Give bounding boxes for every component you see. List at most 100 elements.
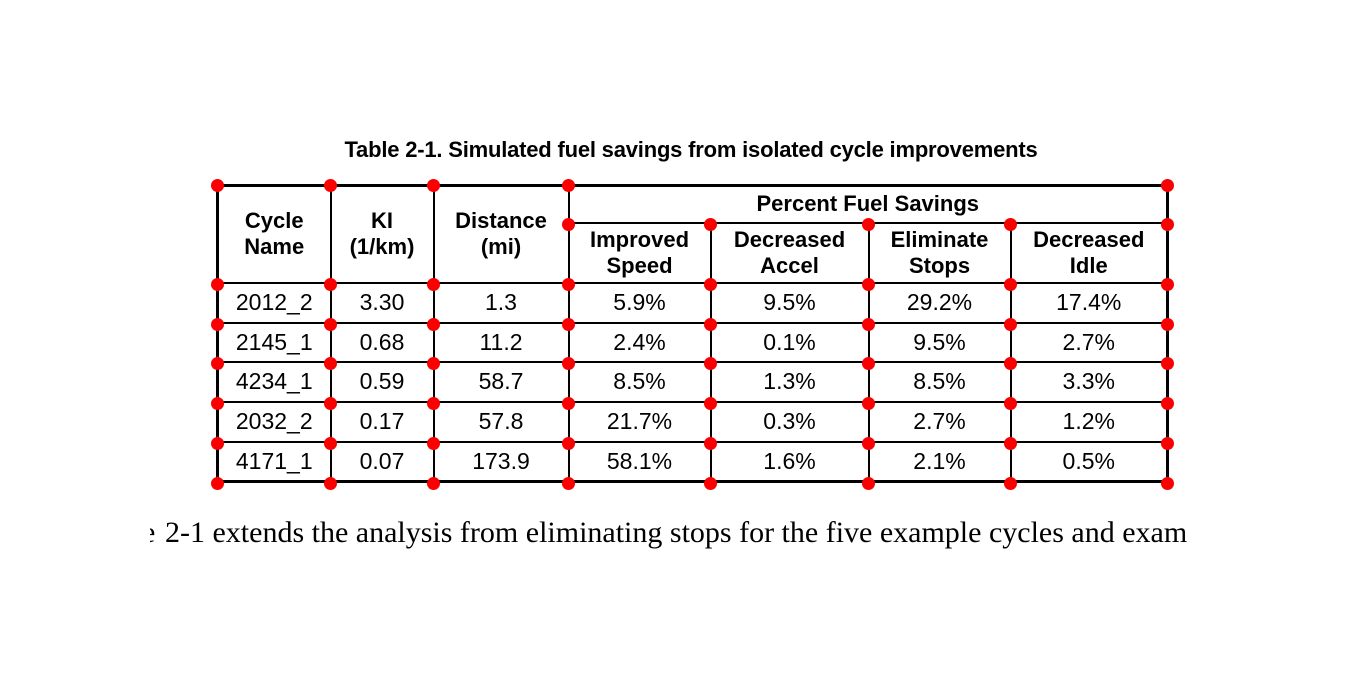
cell-decreased-idle: 17.4% <box>1009 281 1169 324</box>
grid-dot <box>210 476 224 490</box>
grid-dot <box>426 277 440 291</box>
grid-dot <box>1160 217 1174 231</box>
cell-cycle-name: 4171_1 <box>216 440 332 483</box>
header-ki: KI (1/km) <box>329 184 435 284</box>
grid-dot <box>426 317 440 331</box>
table-row: 4234_1 0.59 58.7 8.5% 1.3% 8.5% 3.3% <box>216 360 1169 403</box>
grid-dot <box>210 356 224 370</box>
cell-eliminate-stops: 9.5% <box>867 321 1012 363</box>
cell-distance: 173.9 <box>432 440 570 483</box>
grid-dot <box>1160 277 1174 291</box>
grid-dot <box>561 476 575 490</box>
grid-dot <box>561 317 575 331</box>
cell-eliminate-stops: 29.2% <box>867 281 1012 324</box>
grid-dot <box>561 356 575 370</box>
grid-dot <box>703 356 717 370</box>
grid-dot <box>1003 356 1017 370</box>
grid-dot <box>561 178 575 192</box>
cell-ki: 0.17 <box>329 400 435 443</box>
grid-dot <box>1003 396 1017 410</box>
cell-distance: 57.8 <box>432 400 570 443</box>
grid-dot <box>323 277 337 291</box>
table-row: 2145_1 0.68 11.2 2.4% 0.1% 9.5% 2.7% <box>216 321 1169 363</box>
grid-dot <box>1160 436 1174 450</box>
grid-dot <box>703 217 717 231</box>
cell-ki: 0.68 <box>329 321 435 363</box>
grid-dot <box>1160 396 1174 410</box>
cell-ki: 0.59 <box>329 360 435 403</box>
grid-dot <box>323 178 337 192</box>
grid-dot <box>703 277 717 291</box>
header-distance: Distance (mi) <box>432 184 570 284</box>
grid-dot <box>703 436 717 450</box>
grid-dot <box>426 178 440 192</box>
grid-dot <box>703 396 717 410</box>
grid-dot <box>561 396 575 410</box>
grid-dot <box>1160 356 1174 370</box>
grid-dot <box>1160 476 1174 490</box>
grid-dot <box>323 436 337 450</box>
cell-decreased-accel: 0.3% <box>709 400 870 443</box>
cell-cycle-name: 2032_2 <box>216 400 332 443</box>
cell-distance: 58.7 <box>432 360 570 403</box>
grid-dot <box>1003 476 1017 490</box>
header-decreased-idle: Decreased Idle <box>1009 221 1169 284</box>
grid-dot <box>210 178 224 192</box>
grid-dot <box>861 476 875 490</box>
grid-dot <box>426 476 440 490</box>
cell-decreased-idle: 2.7% <box>1009 321 1169 363</box>
cell-eliminate-stops: 2.1% <box>867 440 1012 483</box>
header-row-sub: Improved Speed Decreased Accel Eliminate… <box>218 221 1169 284</box>
header-percent-fuel-savings: Percent Fuel Savings <box>567 184 1169 224</box>
grid-dot <box>426 436 440 450</box>
grid-dot <box>210 396 224 410</box>
cell-decreased-accel: 1.6% <box>709 440 870 483</box>
grid-dot <box>861 356 875 370</box>
grid-dot <box>1003 436 1017 450</box>
grid-dot <box>426 396 440 410</box>
cell-improved-speed: 2.4% <box>567 321 712 363</box>
cell-improved-speed: 21.7% <box>567 400 712 443</box>
grid-dot <box>323 317 337 331</box>
grid-dot <box>426 356 440 370</box>
cell-decreased-accel: 1.3% <box>709 360 870 403</box>
grid-dot <box>323 356 337 370</box>
cell-distance: 11.2 <box>432 321 570 363</box>
cell-decreased-idle: 0.5% <box>1009 440 1169 483</box>
cell-decreased-accel: 9.5% <box>709 281 870 324</box>
table-row: 4171_1 0.07 173.9 58.1% 1.6% 2.1% 0.5% <box>216 440 1169 483</box>
grid-dot <box>561 277 575 291</box>
cell-improved-speed: 8.5% <box>567 360 712 403</box>
grid-dot <box>703 317 717 331</box>
grid-dot <box>861 317 875 331</box>
grid-dot <box>210 277 224 291</box>
table-row: 2032_2 0.17 57.8 21.7% 0.3% 2.7% 1.2% <box>216 400 1169 443</box>
grid-dot <box>561 436 575 450</box>
header-cycle-name: Cycle Name <box>216 184 332 284</box>
cell-cycle-name: 4234_1 <box>216 360 332 403</box>
header-eliminate-stops: Eliminate Stops <box>867 221 1012 284</box>
cell-cycle-name: 2012_2 <box>216 281 332 324</box>
body-text: 2-1 extends the analysis from eliminatin… <box>165 516 1188 549</box>
grid-dot <box>323 396 337 410</box>
cell-decreased-idle: 3.3% <box>1009 360 1169 403</box>
grid-dot <box>561 217 575 231</box>
cell-improved-speed: 58.1% <box>567 440 712 483</box>
grid-dot <box>861 217 875 231</box>
header-decreased-accel: Decreased Accel <box>709 221 870 284</box>
cell-cycle-name: 2145_1 <box>216 321 332 363</box>
grid-dot <box>1003 217 1017 231</box>
grid-dot <box>1003 277 1017 291</box>
cell-decreased-accel: 0.1% <box>709 321 870 363</box>
header-row-group: Cycle Name KI (1/km) Distance (mi) Perce… <box>216 184 1169 284</box>
fuel-savings-table: Cycle Name KI (1/km) Distance (mi) Perce… <box>216 184 1169 483</box>
cell-ki: 3.30 <box>329 281 435 324</box>
table-title: Table 2-1. Simulated fuel savings from i… <box>344 137 1038 162</box>
clipped-text-fragment: e <box>150 516 157 554</box>
grid-dot <box>703 476 717 490</box>
grid-dot <box>861 277 875 291</box>
grid-dot <box>210 436 224 450</box>
cell-eliminate-stops: 2.7% <box>867 400 1012 443</box>
cell-ki: 0.07 <box>329 440 435 483</box>
grid-dot <box>323 476 337 490</box>
